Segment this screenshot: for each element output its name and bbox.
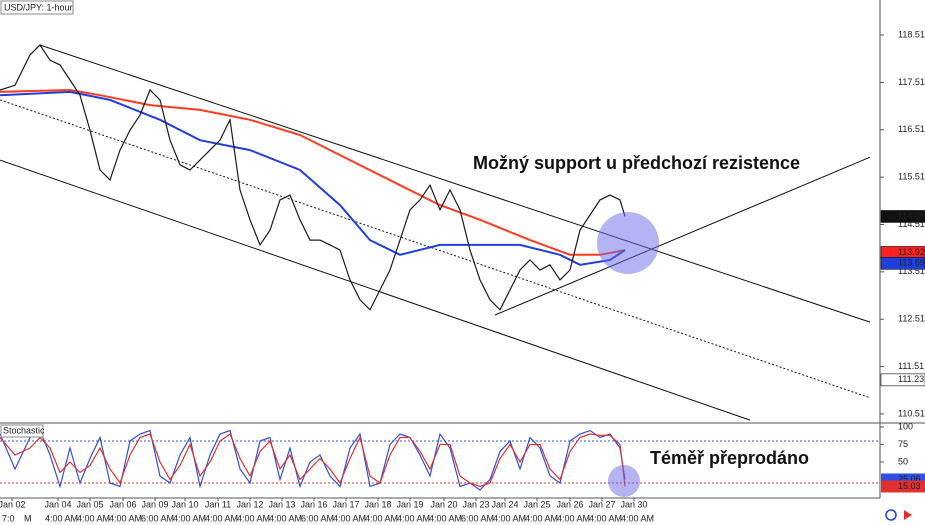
price-tag-label: 114.68 bbox=[898, 211, 925, 221]
y-tick-label: 75 bbox=[898, 439, 908, 449]
x-tick-label: Jan 09 bbox=[141, 499, 168, 509]
trend-line bbox=[494, 156, 871, 316]
title-box bbox=[0, 0, 74, 15]
price-tag-label: 113.92 bbox=[898, 247, 925, 257]
x-tick-label: Jan 04 bbox=[44, 499, 71, 509]
x-tick-label: Jan 18 bbox=[364, 499, 391, 509]
y-tick-label: 114.51 bbox=[898, 219, 925, 229]
highlight-circle bbox=[608, 465, 640, 497]
trend-line bbox=[0, 159, 751, 421]
time-label: 4:00 AM bbox=[525, 513, 558, 523]
x-tick-label: Jan 26 bbox=[556, 499, 583, 509]
highlight-circle bbox=[597, 212, 659, 274]
x-tick-label: Jan 25 bbox=[523, 499, 550, 509]
time-label: 4:00 AM bbox=[173, 513, 206, 523]
time-label: 4:00 AM bbox=[205, 513, 238, 523]
x-tick-label: Jan 20 bbox=[430, 499, 457, 509]
time-label: 6:00 AM bbox=[301, 513, 334, 523]
trend-line bbox=[0, 99, 871, 399]
y-tick-label: 100 bbox=[898, 421, 913, 431]
value-tag bbox=[881, 480, 925, 493]
x-tick-label: Jan 06 bbox=[109, 499, 136, 509]
time-label: 4:00 AM bbox=[269, 513, 302, 523]
time-label: 4:00 AM bbox=[237, 513, 270, 523]
y-tick-label: 113.51 bbox=[898, 266, 925, 276]
pane-title: Stochastic bbox=[3, 425, 45, 435]
price-line bbox=[0, 44, 626, 311]
time-label: 4:00 AM bbox=[77, 513, 110, 523]
x-tick-label: Jan 27 bbox=[588, 499, 615, 509]
moving-average bbox=[0, 88, 626, 256]
time-label: 4:00 AM bbox=[557, 513, 590, 523]
price-tag bbox=[880, 257, 925, 270]
x-tick-label: Jan 19 bbox=[396, 499, 423, 509]
x-tick-label: Jan 10 bbox=[171, 499, 198, 509]
y-tick-label: 112.51 bbox=[898, 314, 925, 324]
trend-line bbox=[39, 44, 871, 323]
time-label: 4:00 AM bbox=[45, 513, 78, 523]
annotation: Téměř přeprodáno bbox=[650, 448, 809, 468]
time-label: 4:00 AM bbox=[493, 513, 526, 523]
time-label: M bbox=[24, 513, 32, 523]
time-label: 4:00 AM bbox=[365, 513, 398, 523]
annotation: Možný support u předchozí rezistence bbox=[473, 153, 800, 173]
price-tag-label: 113.69 bbox=[898, 258, 925, 268]
x-tick-label: Jan 12 bbox=[236, 499, 263, 509]
x-tick-label: Jan 17 bbox=[332, 499, 359, 509]
oscillator-line bbox=[0, 429, 626, 491]
x-tick-label: Jan 13 bbox=[268, 499, 295, 509]
price-tag-label: 111.23 bbox=[898, 374, 924, 384]
time-label: 4:00 AM bbox=[589, 513, 622, 523]
time-label: 6:00 AM bbox=[141, 513, 174, 523]
value-tag-label: 25.06 bbox=[898, 474, 921, 484]
y-tick-label: 110.51 bbox=[898, 408, 925, 418]
price-tag bbox=[880, 373, 925, 387]
x-tick-label: Jan 05 bbox=[76, 499, 103, 509]
icon[interactable] bbox=[885, 509, 897, 521]
time-label: 4:00 AM bbox=[397, 513, 430, 523]
oscillator-line bbox=[0, 433, 626, 488]
time-label: 6:00 AM bbox=[461, 513, 494, 523]
y-tick-label: 116.51 bbox=[898, 124, 925, 134]
value-tag-label: 15.03 bbox=[898, 481, 921, 491]
y-tick-label: 118.51 bbox=[898, 29, 925, 39]
price-tag bbox=[880, 210, 925, 223]
x-tick-label: Jan 11 bbox=[205, 499, 231, 509]
x-tick-label: Jan 16 bbox=[300, 499, 327, 509]
time-label: 4:00 AM bbox=[621, 513, 654, 523]
x-tick-label: Jan 24 bbox=[491, 499, 518, 509]
plot bbox=[0, 44, 880, 491]
toolbar-icons[interactable] bbox=[885, 509, 912, 521]
y-tick-label: 115.51 bbox=[898, 172, 925, 182]
x-tick-label: Jan 30 bbox=[620, 499, 647, 509]
time-label: 4:00 AM bbox=[429, 513, 462, 523]
time-label: 4:00 AM bbox=[109, 513, 142, 523]
icon[interactable] bbox=[904, 510, 912, 520]
y-tick-label: 50 bbox=[898, 456, 908, 466]
x-tick-label: Jan 23 bbox=[462, 499, 489, 509]
pane-title-box bbox=[0, 424, 44, 438]
moving-average bbox=[0, 90, 626, 266]
chart-title: USD/JPY: 1-hour bbox=[4, 2, 73, 12]
x-tick-label: Jan 02 bbox=[0, 499, 26, 509]
time-label: 7:0 bbox=[2, 513, 15, 523]
y-tick-label: 117.51 bbox=[898, 77, 925, 87]
time-label: 4:00 AM bbox=[333, 513, 366, 523]
y-tick-label: 111.51 bbox=[898, 361, 924, 371]
